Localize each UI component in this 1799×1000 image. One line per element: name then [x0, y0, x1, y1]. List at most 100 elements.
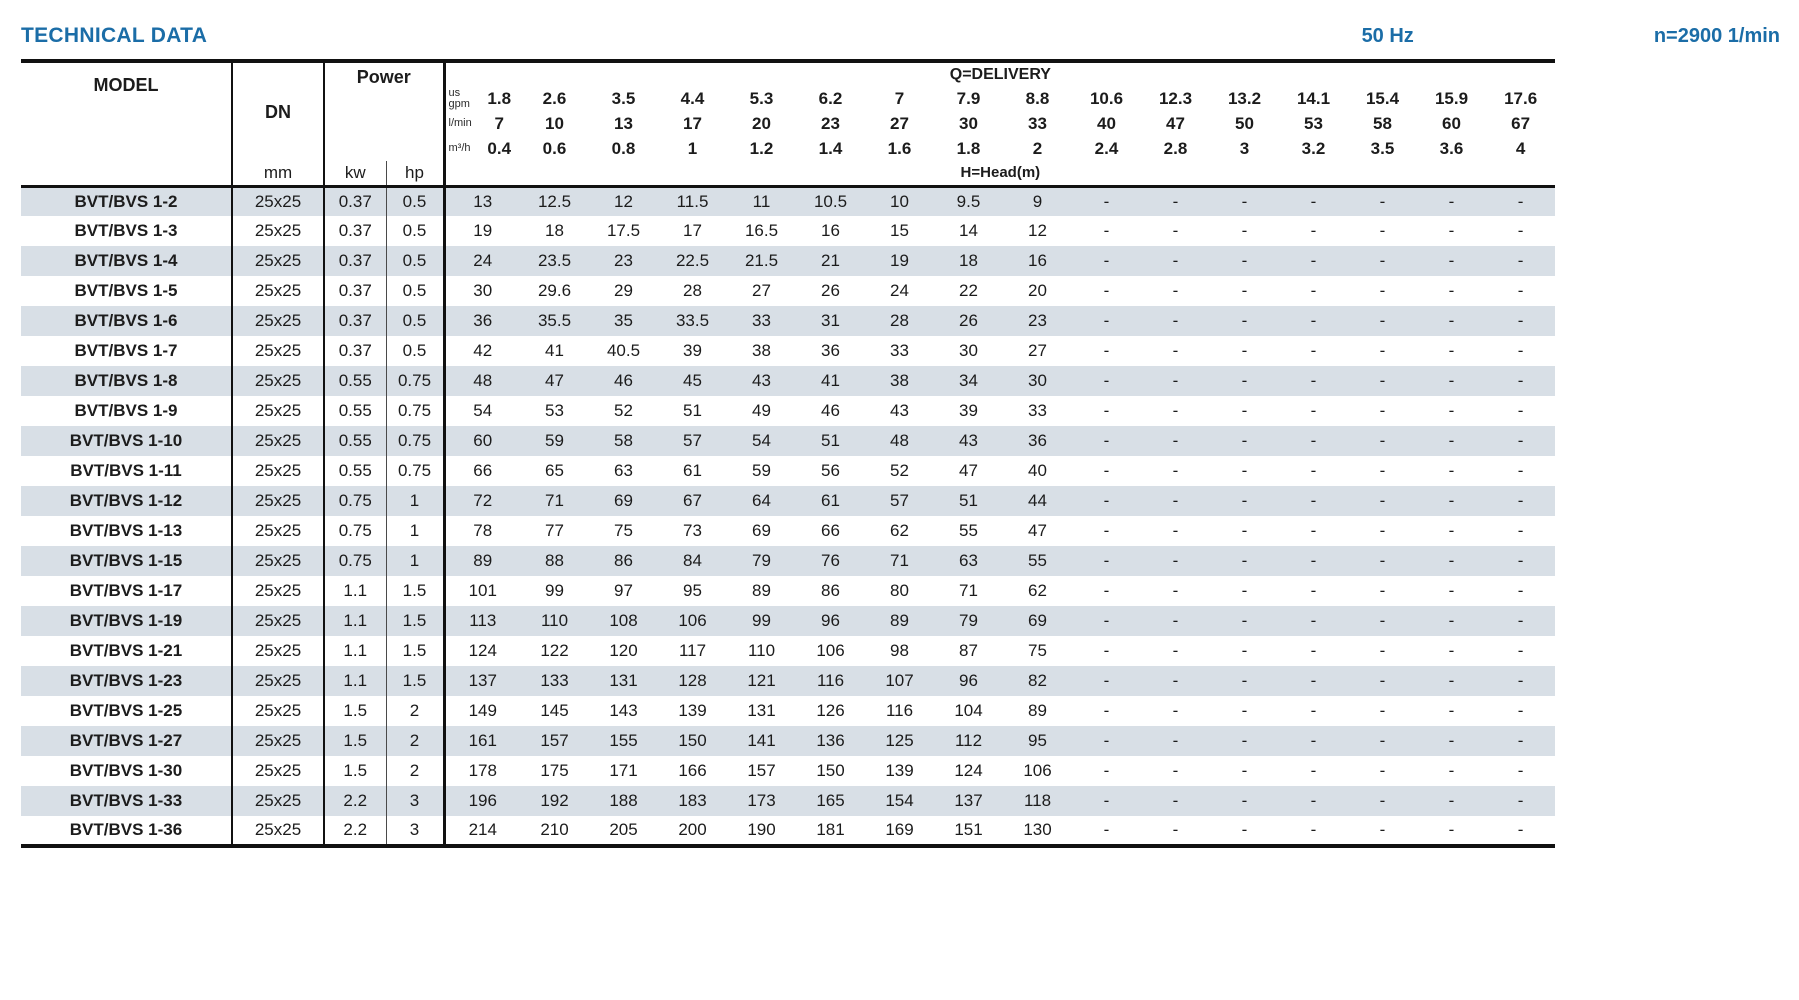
- head-value-cell: -: [1379, 371, 1386, 390]
- head-value-cell: -: [1379, 671, 1386, 690]
- dn-cell: 25x25: [232, 216, 325, 246]
- head-value-cell: -: [1172, 820, 1179, 839]
- head-value-cell: -: [1310, 521, 1317, 540]
- head-value-cell: -: [1103, 761, 1110, 780]
- head-value-cell: -: [1517, 581, 1524, 600]
- hp-cell: 0.75: [386, 456, 446, 486]
- hp-cell: 0.5: [386, 276, 446, 306]
- delivery-value-cell: 53: [1304, 113, 1323, 133]
- delivery-value-cell: 14.1: [1296, 88, 1331, 108]
- head-value-cell: 171: [609, 761, 638, 780]
- head-value-cell: -: [1241, 251, 1248, 270]
- kw-cell: 1.5: [324, 696, 387, 726]
- dn-cell: 25x25: [232, 396, 325, 426]
- head-value-cell: -: [1517, 431, 1524, 450]
- head-value-cell: -: [1448, 221, 1455, 240]
- model-cell: BVT/BVS 1-8: [21, 366, 233, 396]
- head-value-cell: 145: [540, 701, 569, 720]
- head-value-cell: 21: [821, 251, 840, 270]
- head-value-cell: 157: [540, 731, 569, 750]
- head-value-cell: -: [1379, 461, 1386, 480]
- model-cell: BVT/BVS 1-3: [21, 216, 233, 246]
- head-value-cell: -: [1172, 761, 1179, 780]
- hp-cell: 0.5: [386, 186, 446, 216]
- head-value-cell: -: [1448, 371, 1455, 390]
- head-value-cell: -: [1448, 611, 1455, 630]
- head-value-cell: 89: [1028, 701, 1047, 720]
- delivery-value-cell: 50: [1235, 113, 1254, 133]
- delivery-value-cell: 10: [545, 113, 564, 133]
- head-value-cell: 51: [959, 491, 978, 510]
- head-value-cell: 121: [747, 671, 776, 690]
- hp-cell: 1: [386, 516, 446, 546]
- header-row-top: MODEL DN Power Q=DELIVERY: [21, 61, 1555, 188]
- delivery-value-cell: 7: [894, 88, 905, 108]
- head-value-cell: -: [1103, 671, 1110, 690]
- head-value-cell: -: [1172, 311, 1179, 330]
- hp-cell: 1: [386, 546, 446, 576]
- head-value-cell: 16: [821, 221, 840, 240]
- model-cell: BVT/BVS 1-11: [21, 456, 233, 486]
- head-value-cell: 51: [821, 431, 840, 450]
- head-value-cell: -: [1379, 191, 1386, 211]
- head-value-cell: 10.5: [813, 191, 848, 211]
- head-value-cell: 33: [890, 341, 909, 360]
- head-value-cell: -: [1241, 701, 1248, 720]
- delivery-value-cell: 47: [1166, 113, 1185, 133]
- head-value-cell: 104: [954, 701, 983, 720]
- head-value-cell: -: [1241, 401, 1248, 420]
- head-value-cell: 47: [1028, 521, 1047, 540]
- head-value-cell: 155: [609, 731, 638, 750]
- head-value-cell: -: [1310, 761, 1317, 780]
- kw-cell: 0.55: [324, 396, 387, 426]
- model-cell: BVT/BVS 1-5: [21, 276, 233, 306]
- delivery-value-cell: 2.4: [1094, 138, 1119, 158]
- head-value-cell: 110: [540, 611, 569, 630]
- head-value-cell: 151: [954, 820, 983, 839]
- head-value-cell: 79: [959, 611, 978, 630]
- head-value-cell: 22: [959, 281, 978, 300]
- header-specs: 50 Hz n=2900 1/min: [1362, 25, 1780, 48]
- hp-cell: 0.75: [386, 426, 446, 456]
- head-value-cell: 112: [954, 731, 983, 750]
- head-value-cell: 46: [821, 401, 840, 420]
- kw-cell: 2.2: [324, 816, 387, 846]
- delivery-unit-cell-l-min: l/min 7: [444, 111, 520, 136]
- head-value-cell: -: [1517, 671, 1524, 690]
- head-value-cell: -: [1379, 641, 1386, 660]
- dn-cell: 25x25: [232, 246, 325, 276]
- head-value-cell: 60: [473, 431, 493, 450]
- head-value-cell: 133: [540, 671, 569, 690]
- head-value-cell: 139: [678, 701, 707, 720]
- head-value-cell: -: [1310, 731, 1317, 750]
- head-value-cell: 43: [959, 431, 978, 450]
- head-value-cell: 118: [1023, 791, 1052, 810]
- head-value-cell: 188: [609, 791, 638, 810]
- table-row: BVT/BVS 1-6 25x25 0.37 0.5 36 35.5 35 33.5 33 31 2…: [21, 306, 1556, 336]
- table-row: BVT/BVS 1-23 25x25 1.1 1.5 137 133 131 128 121 11…: [21, 666, 1556, 696]
- table-row: BVT/BVS 1-10 25x25 0.55 0.75 60 59 58 57 54 51 48 4…: [21, 426, 1556, 456]
- head-value-cell: 84: [683, 551, 702, 570]
- dn-cell: 25x25: [232, 516, 325, 546]
- head-value-cell: 41: [821, 371, 840, 390]
- hp-cell: 0.5: [386, 306, 446, 336]
- head-value-cell: 14: [959, 221, 978, 240]
- head-value-cell: -: [1103, 371, 1110, 390]
- head-value-cell: -: [1172, 221, 1179, 240]
- model-cell: BVT/BVS 1-23: [21, 666, 233, 696]
- head-value-cell: 73: [683, 521, 702, 540]
- head-value-cell: -: [1379, 521, 1386, 540]
- dn-cell: 25x25: [232, 726, 325, 756]
- head-value-cell: -: [1172, 191, 1179, 211]
- head-value-cell: 166: [678, 761, 707, 780]
- table-row: BVT/BVS 1-11 25x25 0.55 0.75 66 65 63 61 59 56 52 4…: [21, 456, 1555, 486]
- hp-cell: 0.5: [386, 216, 446, 246]
- head-value-cell: -: [1103, 191, 1110, 211]
- head-value-cell: 190: [747, 820, 776, 839]
- head-value-cell: 26: [821, 281, 840, 300]
- head-value-cell: 12: [614, 191, 633, 211]
- head-value-cell: 61: [683, 461, 702, 480]
- model-cell: BVT/BVS 1-15: [21, 546, 233, 576]
- dn-cell: 25x25: [232, 366, 325, 396]
- head-value-cell: -: [1103, 221, 1110, 240]
